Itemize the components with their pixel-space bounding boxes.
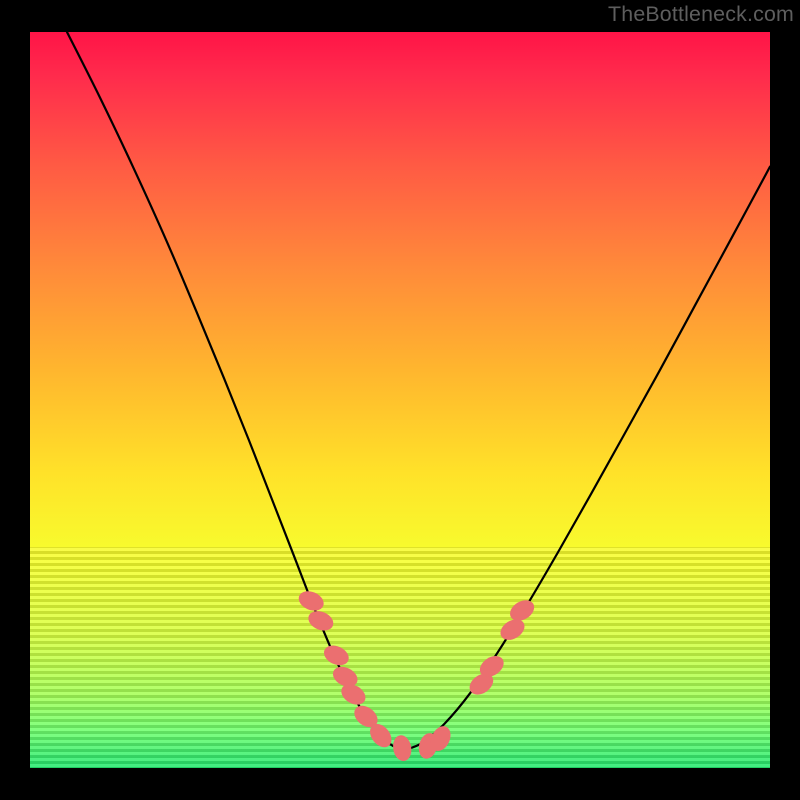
marker-left-0 <box>296 588 327 615</box>
left-curve <box>67 32 404 750</box>
marker-left-1 <box>305 607 336 634</box>
watermark-text: TheBottleneck.com <box>608 2 794 27</box>
figure-root: TheBottleneck.com <box>0 0 800 800</box>
plot-area <box>30 32 770 768</box>
marker-left-7 <box>391 734 413 763</box>
curve-layer <box>30 32 770 768</box>
marker-left-2 <box>321 642 352 669</box>
right-curve <box>404 167 770 751</box>
